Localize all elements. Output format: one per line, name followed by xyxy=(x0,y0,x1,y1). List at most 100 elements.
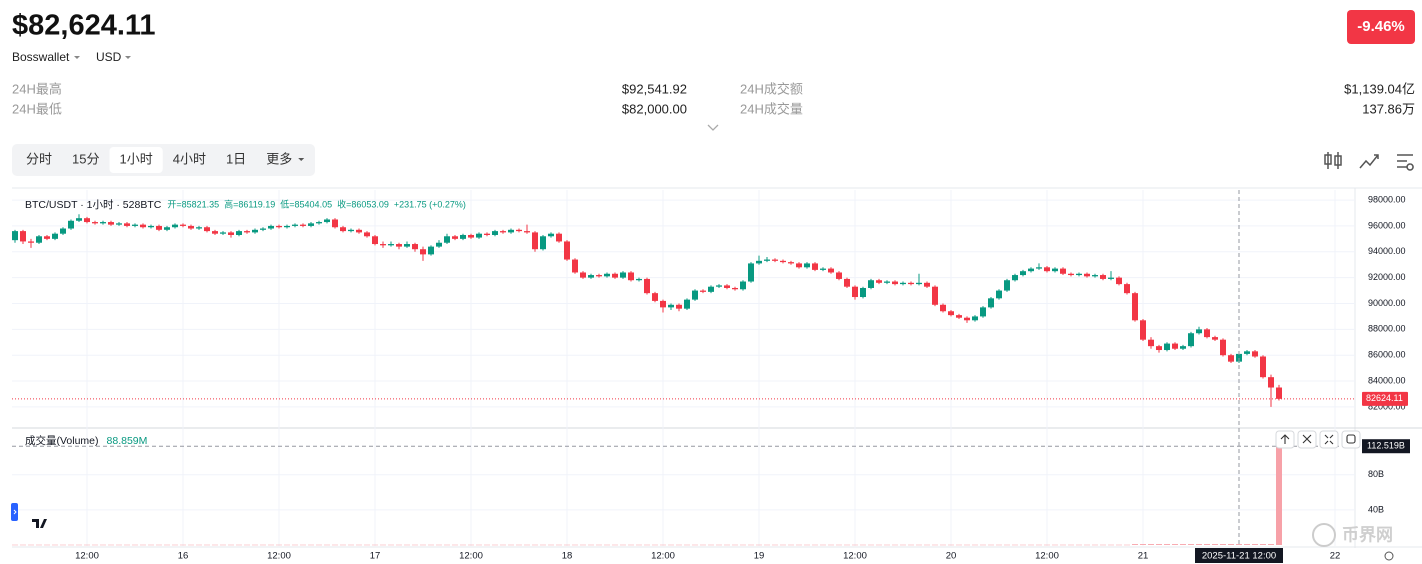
volume-bar xyxy=(716,544,722,546)
x-tick-label: 17 xyxy=(370,551,381,562)
volume-bar xyxy=(420,544,426,546)
candle-body xyxy=(1244,351,1250,354)
tab[interactable]: 更多 xyxy=(266,151,292,166)
candle-body xyxy=(332,219,338,228)
volume-bar xyxy=(204,544,210,546)
volume-bar xyxy=(516,544,522,546)
candle-body xyxy=(468,234,474,238)
volume-bar xyxy=(156,544,162,546)
candle-body xyxy=(1236,353,1242,362)
tab[interactable]: 1小时 xyxy=(119,151,152,166)
candle-body xyxy=(1068,273,1074,276)
candle-body xyxy=(420,249,426,255)
volume-bar xyxy=(924,544,930,546)
stat-value: 137.86万 xyxy=(1362,101,1415,116)
legend-item: 低=85404.05 xyxy=(280,198,332,209)
candle-body xyxy=(764,259,770,261)
candle-body xyxy=(716,285,722,287)
volume-bar xyxy=(972,544,978,546)
volume-bar xyxy=(1068,544,1074,546)
side-tab-arrow xyxy=(13,509,17,515)
expand-chevron[interactable] xyxy=(707,124,719,131)
tab-caret xyxy=(298,158,305,161)
volume-bar xyxy=(172,544,178,546)
candle-body xyxy=(436,242,442,247)
side-tab[interactable] xyxy=(11,503,18,521)
volume-bar xyxy=(284,544,290,546)
candle-body xyxy=(492,231,498,235)
volume-bar xyxy=(92,544,98,546)
tab[interactable]: 4小时 xyxy=(173,151,206,166)
volume-bar xyxy=(1020,544,1026,546)
volume-bar xyxy=(956,544,962,546)
y-tick-label: 80B xyxy=(1368,469,1384,479)
volume-bar xyxy=(868,544,874,546)
tab[interactable]: 15分 xyxy=(72,151,99,166)
candle-body xyxy=(52,233,58,239)
volume-bar xyxy=(988,544,994,546)
volume-bar xyxy=(948,544,954,546)
x-tick-label: 12:00 xyxy=(75,551,99,562)
candle-body xyxy=(1060,268,1066,274)
volume-bar xyxy=(76,544,82,546)
candle-body xyxy=(1052,268,1058,272)
candle-body xyxy=(100,222,106,224)
candle-body xyxy=(44,236,50,239)
candle-body xyxy=(868,280,874,288)
volume-bar xyxy=(844,544,850,546)
candle-body xyxy=(84,218,90,223)
marks xyxy=(12,214,1282,546)
volume-bar xyxy=(1156,544,1162,545)
settings-icon[interactable] xyxy=(1397,154,1414,171)
volume-bar xyxy=(1228,544,1234,545)
candle-body xyxy=(12,231,18,241)
candle-body xyxy=(476,233,482,238)
watermark: 币界网 xyxy=(1342,525,1393,544)
overlay: 82624.11 2025-11-21 12:00 112.519B xyxy=(12,190,1410,563)
button-collapse[interactable] xyxy=(1319,430,1339,449)
volume-bar xyxy=(1244,544,1250,545)
volume-bar xyxy=(1028,544,1034,546)
stat-value: $1,139.04亿 xyxy=(1344,81,1415,96)
candle-body xyxy=(860,287,866,298)
y-tick-label: 40B xyxy=(1368,504,1384,514)
volume-bar xyxy=(124,544,130,546)
candle-body xyxy=(644,278,650,294)
x-tick-label: 20 xyxy=(946,551,957,562)
volume-bar xyxy=(628,544,634,546)
volume-bar xyxy=(764,544,770,546)
volume-bar xyxy=(316,544,322,546)
volume-bar xyxy=(1044,544,1050,546)
candle-body xyxy=(124,223,130,226)
volume-bar xyxy=(612,544,618,546)
indicator-icon[interactable] xyxy=(1359,154,1379,169)
exchange-select[interactable]: Bosswallet xyxy=(12,50,70,64)
candle-icon[interactable] xyxy=(1324,152,1342,169)
button-more[interactable] xyxy=(1341,430,1361,449)
candle-body xyxy=(844,278,850,287)
tab[interactable]: 分时 xyxy=(26,151,52,166)
candle-body xyxy=(548,233,554,237)
volume-bar xyxy=(20,544,26,546)
candle-body xyxy=(1020,271,1026,276)
volume-bar xyxy=(732,544,738,546)
volume-bar xyxy=(1212,544,1218,545)
legend-item: +231.75 (+0.27%) xyxy=(394,199,466,209)
volume-bar xyxy=(1220,544,1226,545)
volume-bar xyxy=(996,544,1002,546)
volume-bar xyxy=(572,544,578,546)
volume-bar xyxy=(340,544,346,546)
candle-body xyxy=(388,244,394,246)
volume-bar xyxy=(1036,544,1042,546)
tab[interactable]: 1日 xyxy=(226,151,246,166)
currency-select[interactable]: USD xyxy=(96,50,122,64)
volume-bar xyxy=(892,544,898,546)
volume-bar xyxy=(356,544,362,546)
candle-body xyxy=(372,236,378,245)
volume-bar xyxy=(260,544,266,546)
settings-gear[interactable] xyxy=(1384,551,1394,561)
volume-bar xyxy=(916,544,922,546)
y-tick-label: 88000.00 xyxy=(1368,324,1406,334)
candle-body xyxy=(1044,267,1050,272)
